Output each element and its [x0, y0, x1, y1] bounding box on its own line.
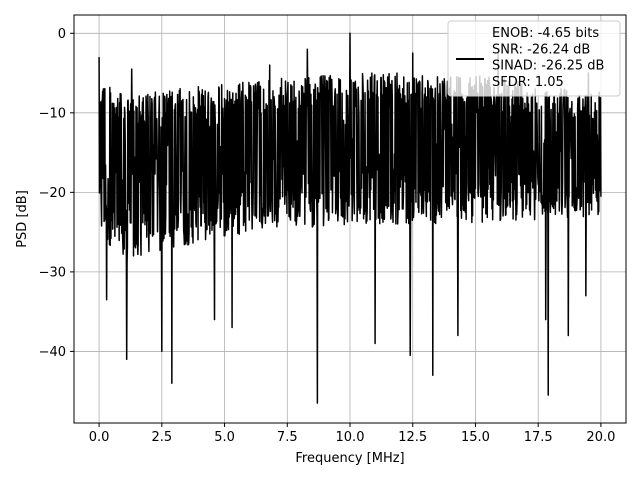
- x-tick-label: 12.5: [398, 430, 427, 445]
- x-axis-label: Frequency [MHz]: [295, 451, 404, 466]
- legend-snr: SNR: -26.24 dB: [492, 42, 590, 57]
- legend-sfdr: SFDR: 1.05: [492, 75, 564, 90]
- axis-ticks: 0.0 2.5 5.0 7.5 10.0 12.5 15.0 17.5 20.0 0 −10 −20 −…: [39, 27, 616, 445]
- x-tick-label: 5.0: [214, 430, 235, 445]
- y-tick-label: −30: [39, 265, 66, 280]
- psd-series-line: [98, 32, 602, 404]
- x-tick-label: 0.0: [89, 430, 110, 445]
- series-group: [98, 32, 602, 404]
- legend-enob: ENOB: -4.65 bits: [492, 26, 599, 41]
- legend-box: [447, 20, 621, 97]
- x-tick-label: 15.0: [461, 430, 490, 445]
- y-tick-label: −40: [39, 345, 66, 360]
- y-axis-label: PSD [dB]: [15, 190, 30, 248]
- y-tick-label: −10: [39, 106, 66, 121]
- x-tick-label: 17.5: [524, 430, 553, 445]
- legend: ENOB: -4.65 bits SNR: -26.24 dB SINAD: -…: [447, 20, 621, 97]
- x-tick-label: 10.0: [336, 430, 365, 445]
- x-tick-label: 7.5: [277, 430, 298, 445]
- y-tick-label: −20: [39, 186, 66, 201]
- x-tick-label: 2.5: [151, 430, 172, 445]
- x-tick-label: 20.0: [586, 430, 615, 445]
- y-tick-label: 0: [58, 27, 66, 42]
- legend-sinad: SINAD: -26.25 dB: [492, 59, 604, 74]
